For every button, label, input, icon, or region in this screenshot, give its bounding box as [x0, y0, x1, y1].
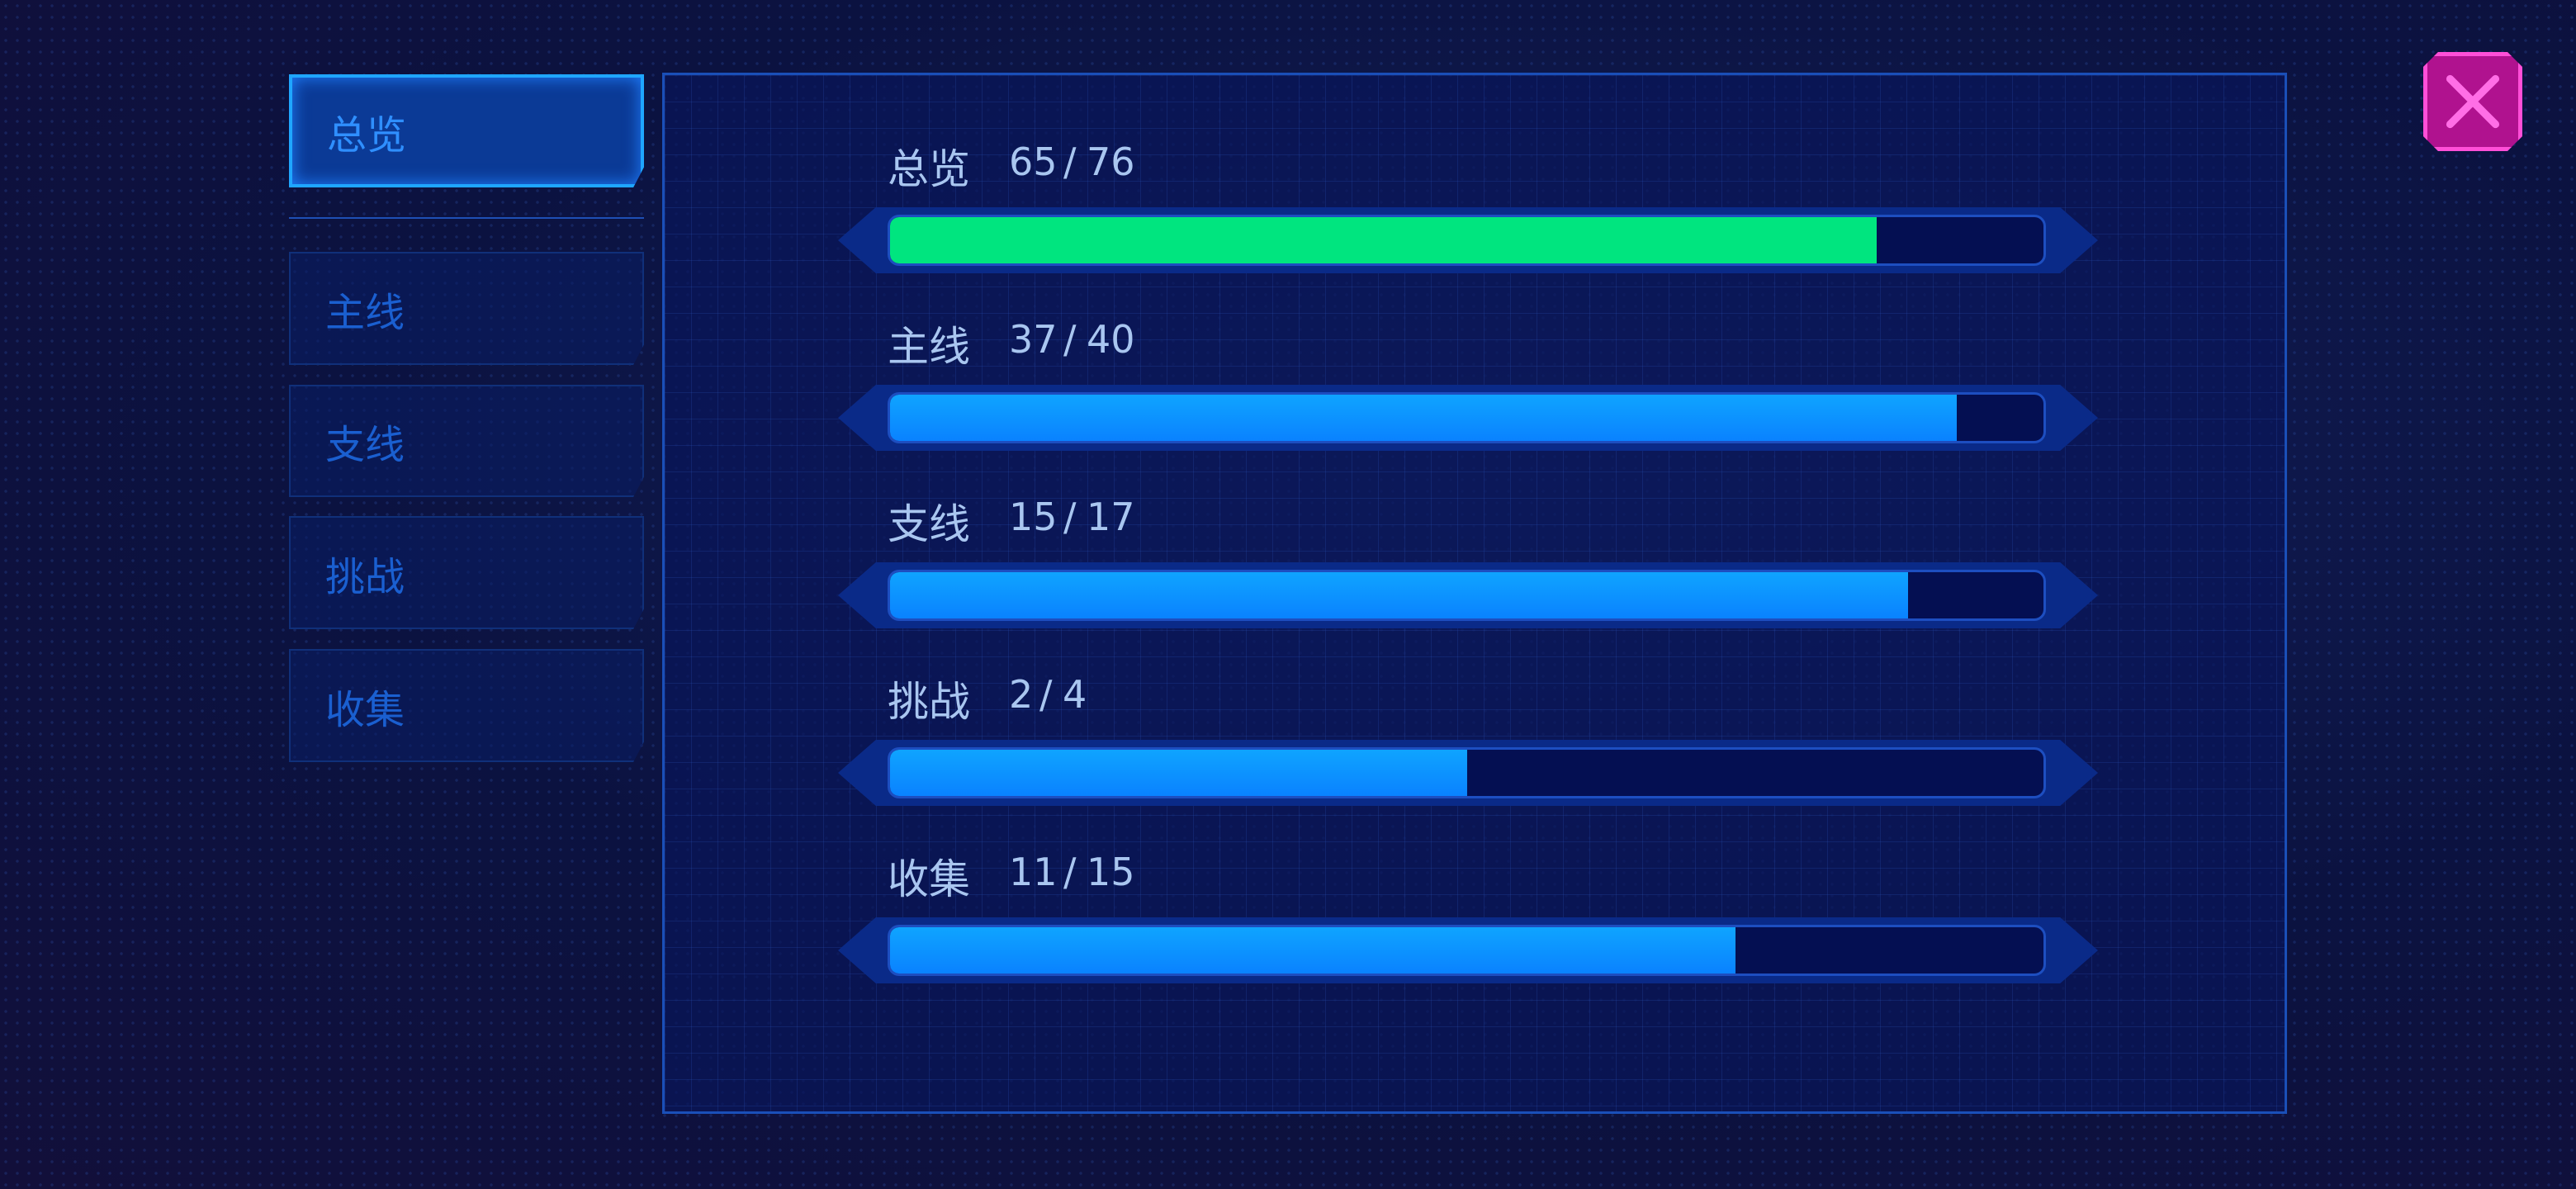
separator: /	[1063, 495, 1077, 539]
separator: /	[1039, 672, 1053, 717]
separator: /	[1063, 317, 1077, 362]
bar-fill	[890, 395, 1958, 441]
tab[interactable]: 支线	[289, 385, 644, 497]
separator: /	[1063, 140, 1077, 184]
tab[interactable]: 主线	[289, 252, 644, 365]
completed: 65	[1009, 140, 1058, 184]
bar-track	[888, 570, 2046, 621]
completed: 37	[1009, 317, 1058, 362]
completed: 11	[1009, 850, 1058, 894]
row-label: 总览	[888, 145, 970, 193]
completed: 15	[1009, 495, 1058, 539]
total: 76	[1087, 140, 1135, 184]
tab[interactable]: 挑战	[289, 516, 644, 629]
row-label: 挑战	[888, 678, 970, 726]
total: 4	[1063, 672, 1087, 717]
row-label: 主线	[888, 323, 970, 371]
bar-fill	[890, 750, 1467, 796]
row-label: 支线	[888, 500, 970, 548]
bar-fill	[890, 927, 1736, 973]
tab[interactable]: 收集	[289, 649, 644, 762]
bar-fill	[890, 217, 1877, 263]
separator: /	[1063, 850, 1077, 894]
tab[interactable]: 总览	[289, 74, 644, 187]
total: 17	[1087, 495, 1135, 539]
close-button[interactable]	[2423, 52, 2522, 151]
bar-track	[888, 392, 2046, 443]
bar-track	[888, 925, 2046, 976]
bar-track	[888, 215, 2046, 266]
divider	[289, 217, 644, 219]
bar-fill	[890, 572, 1908, 618]
total: 15	[1087, 850, 1135, 894]
bar-track	[888, 747, 2046, 798]
completed: 2	[1009, 672, 1034, 717]
row-label: 收集	[888, 855, 970, 903]
total: 40	[1087, 317, 1135, 362]
